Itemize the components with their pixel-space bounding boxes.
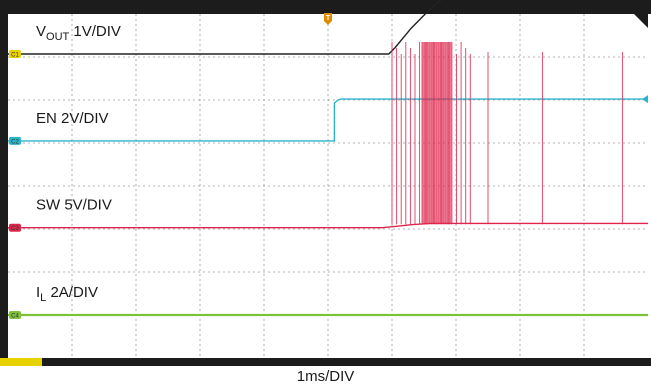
trace-label-c1-subscript: OUT bbox=[46, 31, 70, 43]
trace-label-c3-name: SW bbox=[36, 197, 61, 214]
channel-marker-c4-text: C4 bbox=[11, 314, 19, 320]
trace-labels: VOUT 1V/DIV EN 2V/DIV SW 5V/DIV IL 2A/DIV bbox=[36, 23, 121, 304]
trigger-marker: T bbox=[324, 13, 332, 25]
channel-marker-c2-text: C2 bbox=[11, 139, 19, 145]
trace-c3-switching bbox=[391, 42, 623, 225]
channel-marker-c2: C2 bbox=[9, 136, 21, 145]
corner-notch bbox=[634, 14, 648, 28]
trace-label-c2-name: EN bbox=[36, 110, 57, 127]
trace-label-c4-scale: 2A/DIV bbox=[46, 284, 98, 301]
channel-marker-c3: C3 bbox=[9, 223, 21, 232]
trigger-marker-shape bbox=[324, 13, 332, 25]
trace-label-c2: EN 2V/DIV bbox=[36, 110, 109, 127]
trace-label-c4-subscript: L bbox=[40, 292, 46, 304]
trace-c1 bbox=[8, 0, 443, 55]
trace-label-c1-scale: 1V/DIV bbox=[69, 23, 121, 40]
channel-marker-c3-text: C3 bbox=[11, 226, 19, 232]
channel-marker-c4-tag bbox=[9, 311, 21, 319]
bottom-status-swatch bbox=[0, 358, 42, 366]
trace-label-c1: VOUT 1V/DIV bbox=[36, 23, 121, 43]
channel-marker-c1-text: C1 bbox=[11, 52, 19, 58]
channel-markers: C1 C2 C3 C4 bbox=[9, 49, 648, 320]
trace-label-c4-name: I bbox=[36, 284, 40, 301]
trace-label-c2-scale: 2V/DIV bbox=[57, 110, 109, 127]
channel-marker-c2-right bbox=[642, 95, 648, 104]
trace-label-c3: SW 5V/DIV bbox=[36, 197, 112, 214]
channel-marker-c4: C4 bbox=[9, 311, 21, 320]
trace-label-c3-scale: 5V/DIV bbox=[60, 197, 112, 214]
channel-marker-c1: C1 bbox=[9, 49, 21, 58]
plot-frame bbox=[0, 0, 651, 366]
top-bar bbox=[0, 0, 651, 14]
trace-label-c1-name: V bbox=[36, 23, 46, 40]
channel-marker-c1-tag bbox=[9, 49, 21, 58]
trigger-marker-text: T bbox=[326, 15, 331, 22]
timebase-label: 1ms/DIV bbox=[296, 368, 355, 385]
channel-marker-c2-tag bbox=[9, 136, 21, 145]
traces bbox=[8, 0, 648, 317]
left-bar bbox=[0, 0, 8, 366]
trace-c3 bbox=[8, 222, 648, 229]
trace-label-c4: IL 2A/DIV bbox=[36, 284, 98, 304]
channel-marker-c3-tag bbox=[9, 223, 21, 232]
grid bbox=[8, 14, 648, 358]
bottom-bar bbox=[0, 358, 651, 366]
